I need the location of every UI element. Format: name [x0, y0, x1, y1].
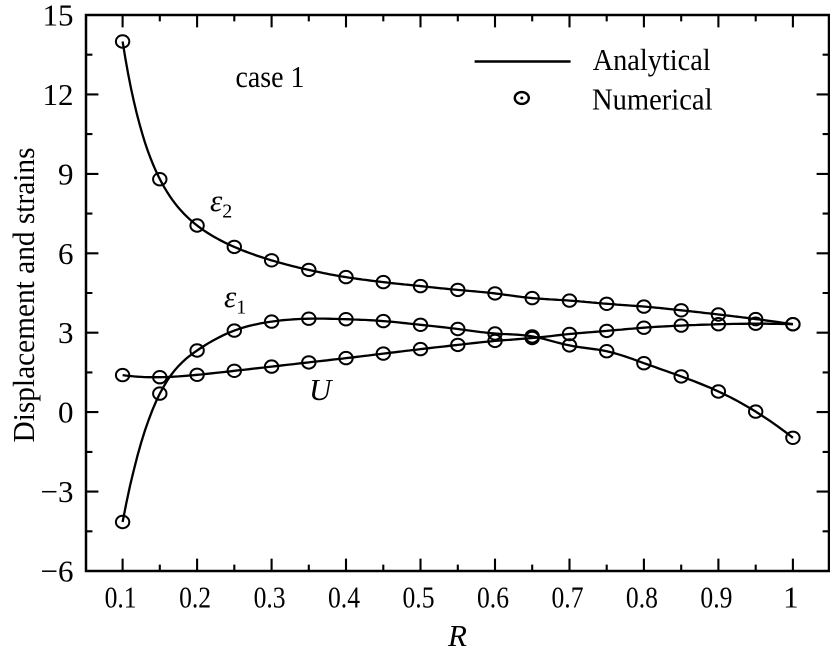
svg-text:U: U: [309, 372, 334, 407]
svg-text:Displacement and strains: Displacement and strains: [6, 148, 41, 443]
svg-text:3: 3: [58, 315, 74, 350]
svg-text:Analytical: Analytical: [593, 42, 711, 77]
svg-text:15: 15: [43, 0, 74, 33]
svg-text:1: 1: [783, 580, 799, 615]
svg-text:Numerical: Numerical: [592, 82, 713, 117]
svg-text:12: 12: [43, 77, 74, 112]
svg-text:0: 0: [58, 395, 74, 430]
svg-text:0.3: 0.3: [254, 580, 286, 615]
svg-text:9: 9: [58, 156, 74, 191]
svg-text:−3: −3: [41, 474, 74, 509]
svg-text:6: 6: [58, 236, 74, 271]
svg-text:0.1: 0.1: [105, 580, 137, 615]
svg-text:0.4: 0.4: [328, 580, 360, 615]
svg-text:case 1: case 1: [236, 59, 305, 94]
svg-text:0.2: 0.2: [179, 580, 211, 615]
svg-text:0.7: 0.7: [552, 580, 584, 615]
svg-text:0.8: 0.8: [626, 580, 658, 615]
svg-text:0.5: 0.5: [403, 580, 435, 615]
svg-text:0.6: 0.6: [477, 580, 509, 615]
svg-text:0.9: 0.9: [700, 580, 732, 615]
svg-text:R: R: [447, 618, 467, 653]
svg-text:−6: −6: [41, 554, 74, 589]
